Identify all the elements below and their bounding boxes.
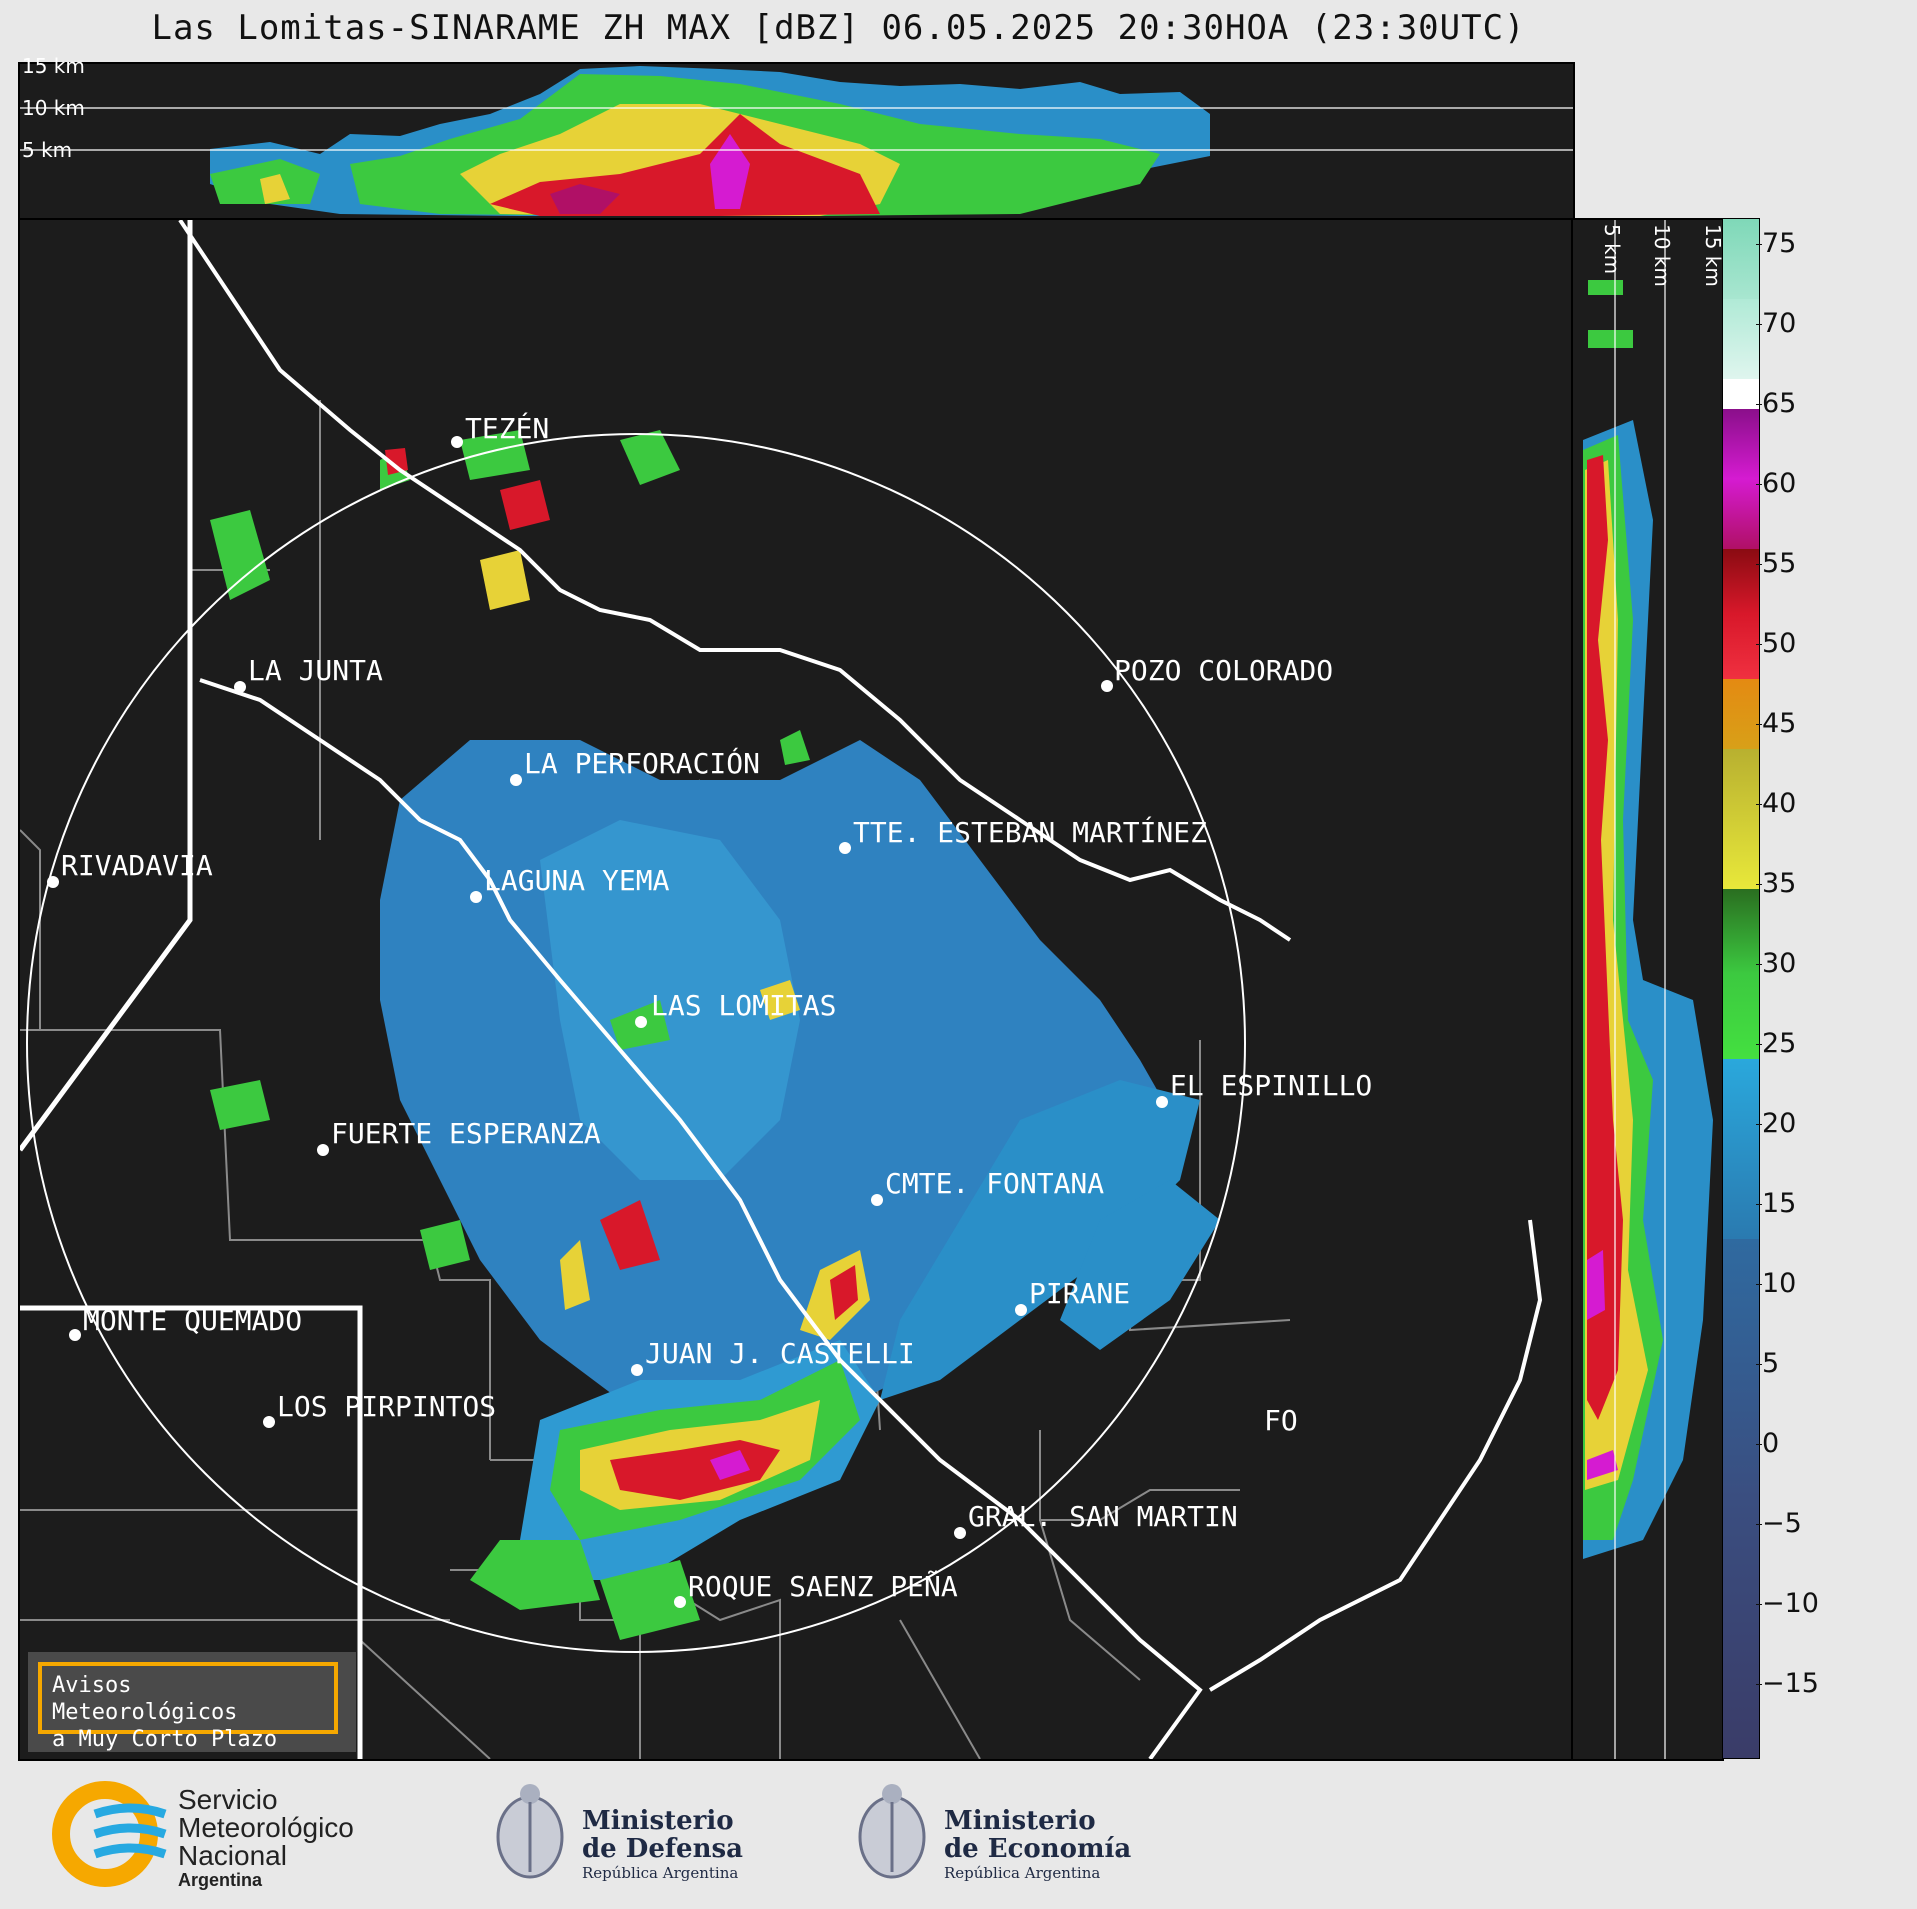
warnings-notice-frame: Avisos Meteorológicos a Muy Corto Plazo (38, 1662, 338, 1752)
economia-coat-of-arms-icon (858, 1784, 926, 1879)
radar-range-ring (26, 433, 1246, 1653)
defensa-coat-of-arms-icon (496, 1784, 564, 1879)
map-title: Las Lomitas-SINARAME ZH MAX [dBZ] 06.05.… (151, 8, 1526, 48)
city-label-rivadavia: RIVADAVIA (61, 849, 213, 882)
colorbar-tick-75: 75 (1755, 228, 1797, 259)
city-label-fuerte-esperanza: FUERTE ESPERANZA (331, 1117, 601, 1150)
city-dot-rivadavia (47, 876, 59, 888)
notice-line-2: a Muy Corto Plazo (52, 1727, 278, 1752)
altitude-label-5km-vertical: 5 km (1600, 224, 1624, 274)
altitude-label-10km: 10 km (22, 96, 85, 120)
top-echo-band (210, 66, 1210, 216)
colorbar-tick-35: 35 (1755, 868, 1797, 899)
top-cross-section-plot (20, 66, 1573, 216)
colorbar-tick-65: 65 (1755, 388, 1797, 419)
colorbar-tick-30: 30 (1755, 948, 1797, 979)
altitude-label-15km: 15 km (22, 54, 85, 78)
top-cross-section-panel: 15 km 10 km 5 km (18, 54, 1575, 220)
smn-logo-icon (52, 1781, 167, 1887)
altitude-label-10km-vertical: 10 km (1650, 224, 1674, 287)
defensa-line-2: de Defensa (582, 1834, 743, 1864)
province-boundaries (20, 220, 363, 1759)
right-cross-section-plot: 5 km 10 km 15 km (1583, 220, 1722, 1759)
economia-line-1: Ministerio (944, 1806, 1096, 1836)
city-dot-fuerte-esperanza (317, 1144, 329, 1156)
economia-line-2: de Economía (944, 1834, 1132, 1864)
city-dot-gral-san-martin (954, 1527, 966, 1539)
altitude-label-15km-vertical: 15 km (1701, 224, 1722, 287)
city-label-la-junta: LA JUNTA (248, 654, 383, 687)
colorbar-tick-60: 60 (1755, 468, 1797, 499)
city-dot-pirane (1015, 1304, 1027, 1316)
city-dot-laguna-yema (470, 891, 482, 903)
city-label-los-pirpintos: LOS PIRPINTOS (277, 1390, 496, 1423)
defensa-line-3: República Argentina (582, 1864, 739, 1882)
smn-line-2: Meteorológico (178, 1812, 354, 1843)
city-dot-las-lomitas (635, 1016, 647, 1028)
colorbar-tick-15: 15 (1755, 1188, 1797, 1219)
smn-line-1: Servicio (178, 1784, 278, 1815)
footer-logo-graphics (52, 1781, 926, 1887)
colorbar-tick-5: 5 (1755, 1348, 1780, 1379)
notice-line-1: Avisos Meteorológicos (52, 1673, 238, 1725)
city-label-tezen: TEZÉN (465, 411, 549, 445)
city-label-pozo-colorado: POZO COLORADO (1114, 654, 1333, 687)
city-dot-juan-j-castelli (631, 1364, 643, 1376)
smn-line-3: Nacional (178, 1840, 287, 1871)
city-markers: TEZÉN LA JUNTA POZO COLORADO LA PERFORAC… (47, 411, 1372, 1608)
city-label-juan-j-castelli: JUAN J. CASTELLI (645, 1337, 915, 1370)
colorbar-tick-45: 45 (1755, 708, 1797, 739)
city-dot-monte-quemado (69, 1329, 81, 1341)
city-dot-la-junta (234, 681, 246, 693)
city-label-cmte-fontana: CMTE. FONTANA (885, 1167, 1104, 1200)
colorbar-tick-minus15: −15 (1756, 1668, 1819, 1699)
city-label-las-lomitas: LAS LOMITAS (651, 989, 836, 1022)
city-label-el-espinillo: EL ESPINILLO (1170, 1069, 1372, 1102)
right-cross-section-panel: 5 km 10 km 15 km (1571, 218, 1724, 1761)
colorbar-tick-50: 50 (1755, 628, 1797, 659)
rivers (178, 220, 1543, 1759)
altitude-label-5km: 5 km (22, 138, 73, 162)
city-dot-pozo-colorado (1101, 680, 1113, 692)
right-echo-band (1583, 280, 1713, 1559)
defensa-line-1: Ministerio (582, 1806, 734, 1836)
radar-map-panel: TEZÉN LA JUNTA POZO COLORADO LA PERFORAC… (18, 218, 1575, 1761)
city-dot-la-perforacion (510, 774, 522, 786)
city-label-gral-san-martin: GRAL. SAN MARTIN (968, 1500, 1238, 1533)
city-label-laguna-yema: LAGUNA YEMA (484, 864, 670, 897)
colorbar-tick-minus5: −5 (1756, 1508, 1802, 1539)
city-dot-roque-saenz-pena (674, 1596, 686, 1608)
city-dot-tezen (451, 436, 463, 448)
city-label-pirane: PIRANE (1029, 1277, 1130, 1310)
city-dot-tte-esteban-martinez (839, 842, 851, 854)
city-dot-los-pirpintos (263, 1416, 275, 1428)
colorbar-tick-70: 70 (1755, 308, 1797, 339)
economia-line-3: República Argentina (944, 1864, 1101, 1882)
city-label-monte-quemado: MONTE QUEMADO (83, 1304, 302, 1337)
city-label-fo: FO (1264, 1404, 1298, 1437)
city-label-roque-saenz-pena: ROQUE SAENZ PEÑA (688, 1569, 958, 1603)
city-label-la-perforacion: LA PERFORACIÓN (524, 746, 760, 780)
colorbar-tick-20: 20 (1755, 1108, 1797, 1139)
city-label-tte-esteban-martinez: TTE. ESTEBAN MARTÍNEZ (853, 815, 1207, 849)
colorbar-tick-40: 40 (1755, 788, 1797, 819)
colorbar-tick-25: 25 (1755, 1028, 1797, 1059)
colorbar-tick-0: 0 (1755, 1428, 1780, 1459)
colorbar-tick-55: 55 (1755, 548, 1797, 579)
warnings-notice-box[interactable]: Avisos Meteorológicos a Muy Corto Plazo (28, 1652, 356, 1752)
footer-logos: Servicio Meteorológico Nacional Argentin… (0, 1762, 1917, 1909)
radar-echoes (210, 430, 1220, 1640)
city-dot-el-espinillo (1156, 1096, 1168, 1108)
radar-map: TEZÉN LA JUNTA POZO COLORADO LA PERFORAC… (20, 220, 1543, 1759)
city-dot-cmte-fontana (871, 1194, 883, 1206)
reflectivity-colorbar (1722, 218, 1760, 1759)
colorbar-tick-minus10: −10 (1756, 1588, 1819, 1619)
smn-line-4: Argentina (178, 1870, 263, 1890)
colorbar-tick-10: 10 (1755, 1268, 1797, 1299)
